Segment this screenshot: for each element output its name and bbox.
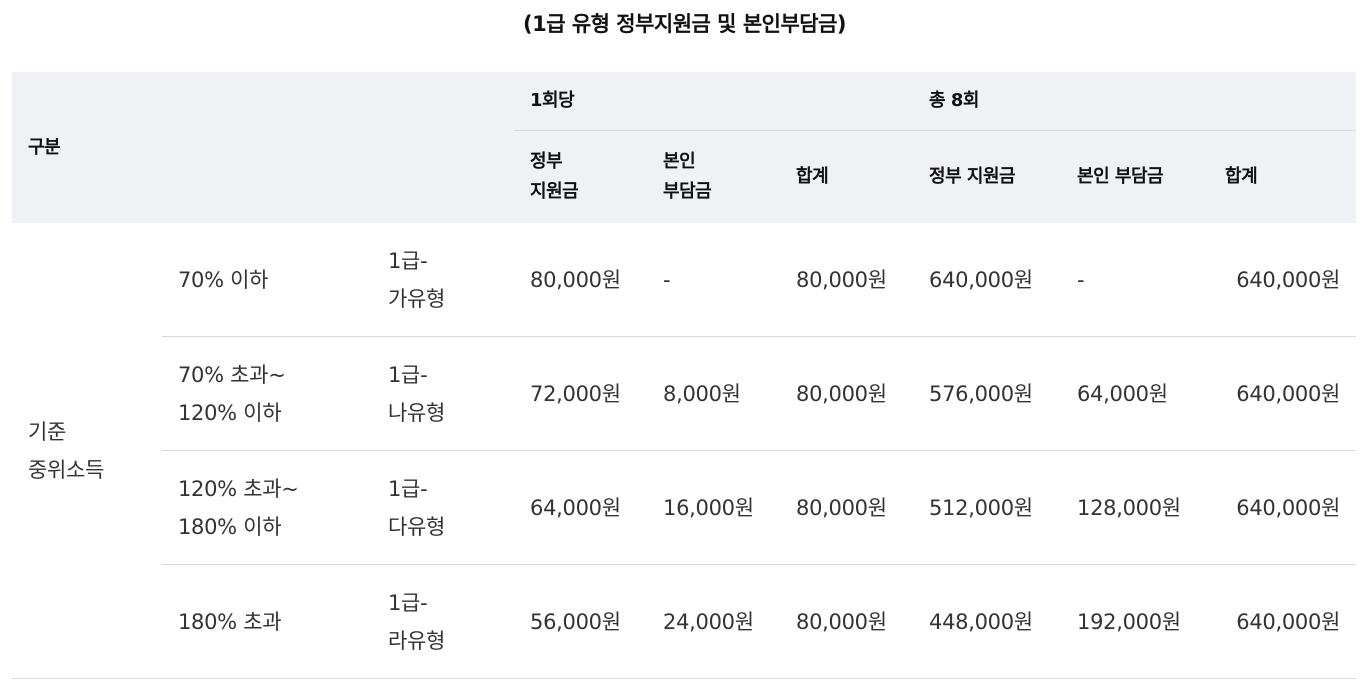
self-pay-value: 8,000원 — [647, 336, 781, 451]
type-label-line1: 1급- — [388, 248, 428, 273]
header-total-sum: 합계 — [1209, 130, 1357, 223]
header-category: 구분 — [12, 72, 515, 223]
total-self-pay-value: 64,000원 — [1061, 336, 1210, 451]
header-self-pay-line2: 부담금 — [663, 181, 712, 202]
header-self-pay-line1: 본인 — [663, 151, 696, 172]
header-total-self-pay: 본인 부담금 — [1061, 130, 1210, 223]
sum-value: 80,000원 — [780, 223, 914, 337]
type-label-line1: 1급- — [388, 362, 428, 387]
gov-support-value: 72,000원 — [514, 336, 648, 451]
income-range-line1: 120% 초과~ — [178, 476, 299, 501]
group-label-line2: 중위소득 — [28, 457, 105, 482]
table-row: 기준 중위소득 70% 이하 1급- 가유형 80,000원 - 80,000원… — [12, 223, 1357, 679]
table-title: (1급 유형 정부지원금 및 본인부담금) — [522, 12, 847, 36]
type-label-line2: 나유형 — [388, 400, 446, 425]
support-table: 구분 1회당 총 8회 정부 지원금 본인 부담금 합계 정부 지원금 본인 부… — [12, 72, 1357, 679]
total-self-pay-value: 192,000원 — [1061, 564, 1210, 679]
type-label: 1급- 나유형 — [372, 336, 515, 451]
income-range-line1: 70% 초과~ — [178, 362, 286, 387]
type-label: 1급- 라유형 — [372, 564, 515, 679]
header-total: 총 8회 — [913, 72, 1357, 131]
type-label: 1급- 다유형 — [372, 450, 515, 565]
table-header: 구분 1회당 총 8회 정부 지원금 본인 부담금 합계 정부 지원금 본인 부… — [12, 72, 1357, 223]
income-range: 70% 초과~ 120% 이하 — [162, 336, 372, 451]
table-body: 기준 중위소득 70% 이하 1급- 가유형 80,000원 - 80,000원… — [12, 223, 1357, 679]
gov-support-value: 80,000원 — [514, 223, 648, 337]
gov-support-value: 56,000원 — [514, 564, 648, 679]
income-range: 180% 초과 — [162, 564, 372, 679]
income-range-line1: 70% 이하 — [178, 267, 269, 292]
income-range: 120% 초과~ 180% 이하 — [162, 450, 372, 565]
type-label-line1: 1급- — [388, 590, 428, 615]
sum-value: 80,000원 — [780, 336, 914, 451]
header-gov-support-line1: 정부 — [530, 151, 563, 172]
self-pay-value: 24,000원 — [647, 564, 781, 679]
income-range: 70% 이하 — [162, 223, 372, 337]
total-sum-value: 640,000원 — [1209, 564, 1357, 679]
sum-value: 80,000원 — [780, 564, 914, 679]
header-sum: 합계 — [780, 130, 914, 223]
gov-support-value: 64,000원 — [514, 450, 648, 565]
sum-value: 80,000원 — [780, 450, 914, 565]
group-label: 기준 중위소득 — [12, 223, 162, 679]
total-self-pay-value: - — [1061, 223, 1210, 337]
income-range-line2: 120% 이하 — [178, 400, 282, 425]
total-sum-value: 640,000원 — [1209, 450, 1357, 565]
self-pay-value: 16,000원 — [647, 450, 781, 565]
table-row: 120% 초과~ 180% 이하 1급- 다유형 64,000원 16,000원… — [12, 450, 1357, 565]
total-gov-support-value: 640,000원 — [913, 223, 1062, 337]
group-label-line1: 기준 — [28, 419, 67, 444]
total-gov-support-value: 512,000원 — [913, 450, 1062, 565]
header-self-pay: 본인 부담금 — [647, 130, 781, 223]
header-total-gov-support: 정부 지원금 — [913, 130, 1062, 223]
total-gov-support-value: 448,000원 — [913, 564, 1062, 679]
header-per-session: 1회당 — [514, 72, 914, 131]
table-row: 180% 초과 1급- 라유형 56,000원 24,000원 80,000원 … — [12, 564, 1357, 679]
type-label-line2: 가유형 — [388, 286, 446, 311]
table-row: 70% 초과~ 120% 이하 1급- 나유형 72,000원 8,000원 8… — [12, 336, 1357, 451]
total-sum-value: 640,000원 — [1209, 223, 1357, 337]
income-range-line1: 180% 초과 — [178, 609, 282, 634]
type-label: 1급- 가유형 — [372, 223, 515, 337]
total-gov-support-value: 576,000원 — [913, 336, 1062, 451]
total-self-pay-value: 128,000원 — [1061, 450, 1210, 565]
self-pay-value: - — [647, 223, 781, 337]
header-gov-support-line2: 지원금 — [530, 181, 579, 202]
header-gov-support: 정부 지원금 — [514, 130, 648, 223]
type-label-line1: 1급- — [388, 476, 428, 501]
type-label-line2: 라유형 — [388, 628, 446, 653]
total-sum-value: 640,000원 — [1209, 336, 1357, 451]
income-range-line2: 180% 이하 — [178, 514, 282, 539]
type-label-line2: 다유형 — [388, 514, 446, 539]
